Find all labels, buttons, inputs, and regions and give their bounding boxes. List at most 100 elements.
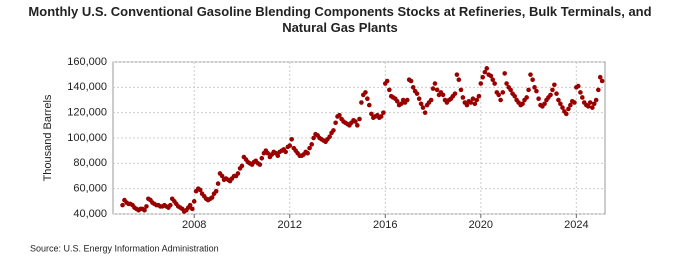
data-point xyxy=(564,111,569,117)
data-point xyxy=(572,100,577,105)
y-tick-label: 60,000 xyxy=(73,183,107,195)
data-point xyxy=(452,91,458,96)
data-point xyxy=(468,100,474,105)
data-point xyxy=(434,87,440,93)
data-point xyxy=(476,93,482,99)
data-point xyxy=(187,202,193,208)
data-point xyxy=(591,101,597,107)
data-point xyxy=(593,97,599,103)
data-point xyxy=(365,96,370,102)
data-point xyxy=(596,87,601,93)
x-tick-label: 2024 xyxy=(564,219,588,231)
data-point xyxy=(548,92,553,98)
data-point xyxy=(472,101,478,107)
data-point xyxy=(414,91,420,96)
data-point xyxy=(542,101,547,107)
chart-title: Monthly U.S. Conventional Gasoline Blend… xyxy=(28,4,652,35)
data-point xyxy=(560,105,565,110)
data-point xyxy=(428,97,434,103)
data-point xyxy=(585,104,591,109)
data-point xyxy=(512,93,518,99)
data-point xyxy=(289,136,294,142)
data-point xyxy=(460,95,466,100)
data-point xyxy=(528,72,533,77)
data-point xyxy=(492,81,497,86)
data-point xyxy=(363,90,368,95)
data-point xyxy=(554,91,559,96)
data-point xyxy=(120,202,125,208)
data-point xyxy=(496,92,502,98)
data-point xyxy=(387,87,392,93)
data-point xyxy=(355,123,360,128)
data-point xyxy=(532,85,537,90)
y-tick-label: 40,000 xyxy=(73,208,107,220)
data-point xyxy=(311,135,316,141)
data-point xyxy=(454,72,460,77)
source-note: Source: U.S. Energy Information Administ… xyxy=(30,243,219,253)
data-point xyxy=(333,120,338,126)
data-point xyxy=(394,98,400,104)
data-point xyxy=(378,114,384,119)
data-point xyxy=(369,111,374,117)
data-point xyxy=(283,149,288,155)
data-point xyxy=(430,86,436,91)
data-point xyxy=(309,142,315,147)
data-point xyxy=(422,110,428,115)
data-point xyxy=(307,145,312,151)
data-point xyxy=(580,95,585,100)
data-point xyxy=(470,96,476,102)
y-axis-label: Thousand Barrels xyxy=(42,94,54,181)
data-point xyxy=(142,207,147,213)
data-point xyxy=(357,116,362,122)
data-point xyxy=(597,74,603,80)
data-point xyxy=(337,112,342,118)
data-point xyxy=(590,105,595,110)
data-point xyxy=(257,162,263,167)
data-point xyxy=(484,66,490,71)
data-point xyxy=(327,134,332,140)
data-point xyxy=(189,206,195,212)
data-point xyxy=(366,102,372,108)
data-point xyxy=(432,81,438,86)
data-point xyxy=(416,96,422,102)
data-point xyxy=(568,102,573,108)
data-point xyxy=(418,101,424,107)
x-tick-label: 2008 xyxy=(182,219,206,231)
data-point xyxy=(474,97,480,103)
data-point xyxy=(480,74,486,80)
data-point xyxy=(215,181,221,186)
data-point xyxy=(566,106,571,112)
data-point xyxy=(331,128,336,133)
data-point xyxy=(524,95,529,100)
data-point xyxy=(275,153,281,159)
data-point xyxy=(556,97,561,103)
data-point xyxy=(578,90,583,95)
data-point xyxy=(530,77,535,83)
data-point xyxy=(191,199,197,204)
data-point xyxy=(558,101,563,107)
data-point xyxy=(502,71,507,76)
x-tick-label: 2020 xyxy=(469,219,493,231)
y-tick-label: 120,000 xyxy=(67,107,107,119)
data-point xyxy=(384,78,390,84)
data-point xyxy=(353,119,358,124)
data-point xyxy=(490,77,496,83)
y-tick-label: 100,000 xyxy=(67,132,107,144)
y-tick-label: 160,000 xyxy=(67,56,107,68)
data-point xyxy=(482,69,488,75)
data-point xyxy=(168,202,173,208)
data-point xyxy=(440,92,446,98)
data-point xyxy=(587,100,593,105)
y-tick-label: 140,000 xyxy=(67,81,107,93)
data-point xyxy=(464,102,470,108)
data-point xyxy=(398,101,404,107)
data-point xyxy=(265,150,271,156)
x-tick-label: 2012 xyxy=(277,219,301,231)
data-point xyxy=(504,81,509,86)
data-point xyxy=(209,195,215,200)
data-point xyxy=(235,171,241,176)
data-point xyxy=(526,87,531,93)
data-point xyxy=(478,81,484,86)
data-point xyxy=(500,90,506,95)
